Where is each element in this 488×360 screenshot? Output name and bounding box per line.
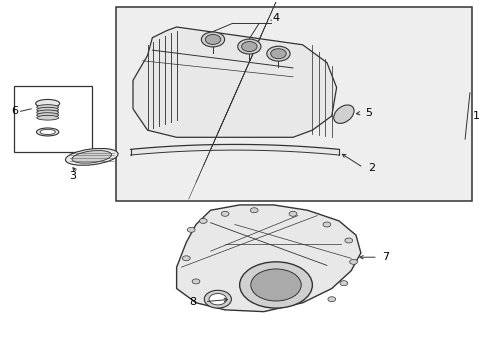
Ellipse shape	[201, 32, 224, 47]
Text: 6: 6	[11, 106, 18, 116]
Ellipse shape	[327, 297, 335, 302]
Ellipse shape	[323, 222, 330, 227]
Ellipse shape	[221, 211, 228, 216]
Ellipse shape	[241, 42, 257, 51]
Ellipse shape	[40, 129, 55, 135]
Text: 5: 5	[364, 108, 371, 118]
Ellipse shape	[205, 35, 220, 44]
Ellipse shape	[339, 281, 347, 286]
Ellipse shape	[209, 293, 226, 305]
Ellipse shape	[204, 290, 231, 308]
Ellipse shape	[239, 262, 312, 308]
Ellipse shape	[36, 99, 60, 108]
Text: 1: 1	[471, 111, 478, 121]
Ellipse shape	[344, 238, 352, 243]
Ellipse shape	[182, 256, 190, 261]
Ellipse shape	[288, 211, 296, 216]
Text: 4: 4	[272, 13, 279, 23]
Ellipse shape	[187, 227, 195, 232]
Ellipse shape	[37, 128, 59, 136]
Ellipse shape	[250, 269, 301, 301]
Polygon shape	[176, 205, 360, 312]
Ellipse shape	[250, 208, 258, 213]
Ellipse shape	[333, 105, 353, 123]
Ellipse shape	[349, 259, 357, 264]
Polygon shape	[133, 27, 336, 137]
Ellipse shape	[37, 110, 59, 115]
Ellipse shape	[72, 150, 111, 163]
Ellipse shape	[37, 113, 59, 117]
Ellipse shape	[237, 39, 261, 54]
Text: 7: 7	[381, 252, 388, 262]
Bar	[116, 8, 471, 201]
Ellipse shape	[266, 46, 289, 61]
Ellipse shape	[37, 105, 59, 109]
Text: 8: 8	[188, 297, 196, 307]
Bar	[14, 86, 92, 152]
Text: 3: 3	[69, 171, 76, 181]
Ellipse shape	[270, 49, 285, 59]
Ellipse shape	[37, 107, 59, 112]
Ellipse shape	[199, 219, 207, 224]
Text: 2: 2	[367, 163, 374, 172]
Ellipse shape	[192, 279, 200, 284]
Ellipse shape	[65, 148, 118, 165]
Ellipse shape	[37, 115, 59, 120]
